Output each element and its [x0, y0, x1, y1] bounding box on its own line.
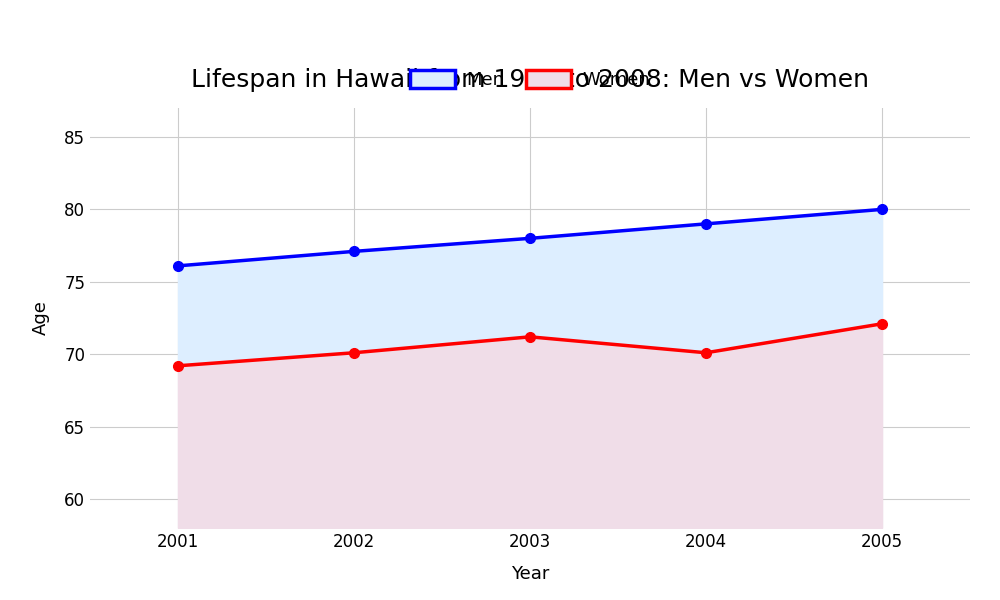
Y-axis label: Age: Age	[32, 301, 50, 335]
Title: Lifespan in Hawaii from 1971 to 2008: Men vs Women: Lifespan in Hawaii from 1971 to 2008: Me…	[191, 68, 869, 92]
Legend: Men, Women: Men, Women	[403, 62, 657, 96]
X-axis label: Year: Year	[511, 565, 549, 583]
